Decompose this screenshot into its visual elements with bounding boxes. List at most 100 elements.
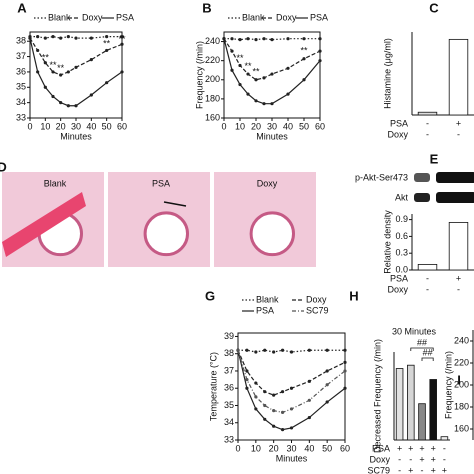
row-sign: - [426,129,429,139]
series-line [224,38,320,41]
annotation: ** [252,67,260,77]
panel-label: D [0,159,7,174]
data-point [262,76,266,80]
data-point [270,102,274,106]
y-tick-label: 160 [205,112,220,122]
y-axis-label: Frequency (/min) [443,351,453,419]
blot-band [436,172,474,183]
data-point [66,104,70,108]
bar [407,364,415,441]
data-point [262,37,266,41]
data-point [263,403,267,408]
y-tick-label: 200 [454,379,469,389]
data-point [289,426,294,430]
annotation: ** [103,39,111,49]
data-point [270,72,274,76]
data-point [325,369,329,373]
data-point [343,369,347,373]
series-line [223,38,321,105]
legend-label: Doxy [276,12,297,22]
x-tick-label: 10 [251,443,261,453]
plot-frame [237,332,346,441]
data-point [120,35,124,39]
y-tick-label: 35 [16,82,26,92]
data-point [307,379,311,383]
x-tick-label: 60 [117,121,127,131]
data-point [272,424,276,428]
annotation: ** [236,53,244,63]
legend-label: SC79 [306,305,329,315]
blot-band [436,192,474,203]
data-point [238,82,242,87]
data-point [262,102,266,106]
image-label: PSA [152,178,170,188]
bracket [410,347,434,351]
legend-label: PSA [116,12,134,22]
row-label: PSA [390,273,408,283]
data-point [254,78,258,82]
bracket [421,357,434,361]
data-point [238,63,242,68]
y-tick-label: 0.6 [395,231,408,241]
y-tick-label: 36 [224,383,234,393]
panel-label: B [202,0,211,15]
panel-label: E [430,151,439,166]
series-line [29,37,123,76]
data-point [28,36,32,40]
data-point [245,369,249,373]
y-axis-label: Temperature (°C) [208,352,218,421]
bar [395,368,404,441]
row-label: Doxy [387,129,408,139]
annotation: ** [49,60,57,70]
x-tick-label: 10 [235,121,245,131]
data-point [120,42,124,46]
legend-label: Doxy [82,12,103,22]
data-point [302,78,306,82]
series-line [238,349,345,353]
y-tick-label: 0.3 [395,248,408,258]
data-point [245,348,249,352]
bar [448,221,469,271]
x-tick-label: 50 [299,121,309,131]
data-point [74,36,78,40]
data-point [43,85,47,89]
data-point [286,92,290,96]
y-tick-label: 39 [224,331,234,341]
data-point [302,57,306,61]
x-tick-label: 60 [340,443,350,453]
legend-label: Blank [242,12,265,22]
data-point [245,377,249,382]
data-point [254,395,258,399]
data-point [289,407,294,411]
row-sign: + [431,465,436,474]
x-tick-label: 0 [27,121,32,131]
legend-label: Blank [256,294,279,304]
data-point [66,70,70,74]
data-point [238,38,242,42]
row-sign: + [456,118,461,128]
panel-label: A [17,0,27,15]
panel-label: H [349,288,358,303]
data-point [59,101,63,105]
histology-structure [249,211,295,257]
y-tick-label: 37 [224,365,234,375]
data-point [254,99,258,103]
data-point [51,35,55,39]
x-axis-label: Minutes [276,453,308,463]
data-point [43,36,47,40]
x-tick-label: 20 [269,443,279,453]
data-point [302,37,306,41]
data-point [36,35,40,39]
data-point [272,350,276,354]
data-point [263,348,267,352]
series-line [223,38,321,81]
row-sign: - [426,284,429,294]
x-tick-label: 30 [71,121,81,131]
annotation: ** [118,34,126,44]
bar [417,263,438,271]
x-tick-label: 0 [235,443,240,453]
x-axis-label: Minutes [256,131,288,141]
row-sign: - [457,284,460,294]
histology-structure [143,211,190,257]
